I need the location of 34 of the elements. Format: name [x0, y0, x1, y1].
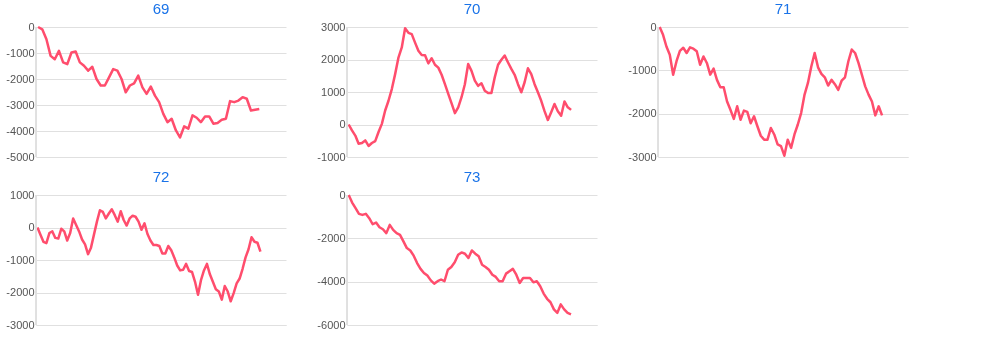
y-tick-label: 0 [28, 20, 35, 33]
y-tick-label: -3000 [6, 98, 35, 111]
y-tick-label: 2000 [321, 53, 346, 65]
y-tick-label: 0 [339, 188, 346, 201]
y-tick-label: 1000 [10, 188, 35, 201]
y-tick-label: -6000 [317, 318, 346, 331]
y-tick-label: -1000 [6, 253, 35, 266]
y-tick-label: 0 [28, 221, 35, 233]
y-tick-label: -2000 [6, 286, 35, 298]
chart-title: 72 [152, 168, 170, 185]
y-tick-label: 3000 [321, 20, 346, 33]
y-tick-label: -2000 [317, 231, 346, 244]
chart-title: 70 [463, 0, 481, 17]
line-series [658, 25, 884, 157]
line-series [36, 208, 262, 303]
y-tick-label: 1000 [321, 85, 346, 98]
chart-title: 73 [463, 168, 481, 185]
y-tick-label: -4000 [317, 275, 346, 288]
y-tick-label: -3000 [628, 150, 657, 163]
y-tick-label: 0 [339, 118, 346, 130]
y-tick-label: -1000 [317, 150, 346, 163]
line-series [347, 27, 573, 148]
y-tick-label: -1000 [628, 63, 657, 76]
y-tick-label: 0 [650, 20, 657, 33]
y-tick-label: -1000 [6, 46, 35, 59]
chart-title: 69 [152, 0, 170, 17]
y-tick-label: -5000 [6, 150, 35, 163]
chart-title: 71 [774, 0, 792, 17]
line-series [36, 25, 261, 139]
y-tick-label: -4000 [6, 124, 35, 137]
y-tick-label: -2000 [628, 107, 657, 120]
y-tick-label: -2000 [6, 72, 35, 85]
line-series [347, 193, 573, 316]
y-tick-label: -3000 [6, 318, 35, 331]
